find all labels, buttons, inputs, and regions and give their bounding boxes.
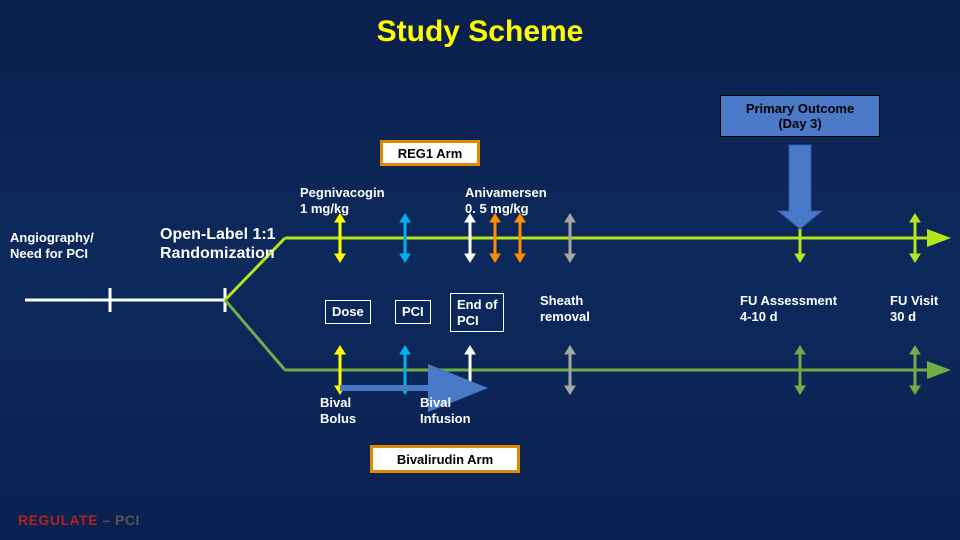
label-fuassess: FU Assessment 4-10 d xyxy=(740,293,837,324)
label-dose: Dose xyxy=(325,300,371,324)
reg1-arm-box: REG1 Arm xyxy=(380,140,480,166)
label-sheath: Sheath removal xyxy=(540,293,590,324)
bivalirudin-arm-box: Bivalirudin Arm xyxy=(370,445,520,473)
label-angio: Angiography/ Need for PCI xyxy=(10,230,94,261)
label-openlabel: Open-Label 1:1 Randomization xyxy=(160,225,276,263)
label-pci: PCI xyxy=(395,300,431,324)
label-fuvisit: FU Visit 30 d xyxy=(890,293,938,324)
label-bivalbolus: Bival Bolus xyxy=(320,395,356,426)
primary-outcome-box: Primary Outcome (Day 3) xyxy=(720,95,880,137)
label-bivalinf: Bival Infusion xyxy=(420,395,471,426)
label-endpci: End of PCI xyxy=(450,293,504,332)
slide-title: Study Scheme xyxy=(0,15,960,49)
label-aniva: Anivamersen 0. 5 mg/kg xyxy=(465,185,547,216)
label-pegni: Pegnivacogin 1 mg/kg xyxy=(300,185,385,216)
logo: REGULATE – PCI xyxy=(18,512,140,528)
